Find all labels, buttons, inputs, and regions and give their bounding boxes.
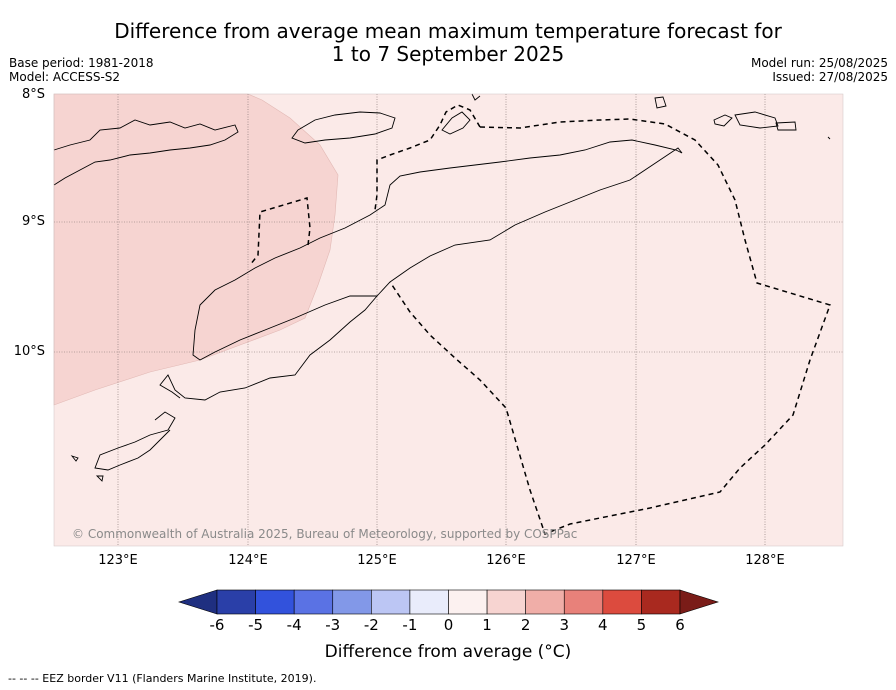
north-islet-5 xyxy=(775,121,797,131)
small-islet-n xyxy=(471,93,481,101)
colorbar-label: Difference from average (°C) xyxy=(324,642,572,662)
timor-coastline xyxy=(192,139,683,361)
colorbar-bin xyxy=(602,589,642,615)
colorbar-tick-label: 2 xyxy=(520,616,531,634)
colorbar-bin xyxy=(255,589,295,615)
colorbar-tick-label: 5 xyxy=(636,616,647,634)
rote-coastline xyxy=(94,411,176,471)
colorbar-over-triangle xyxy=(679,589,719,615)
colorbar-bin xyxy=(641,589,681,615)
alor-coastline xyxy=(53,119,239,186)
lat-label-9s: 9°S xyxy=(21,214,45,229)
savu-islet xyxy=(70,455,79,462)
north-islet-2 xyxy=(654,96,667,109)
base-period: Base period: 1981-2018 xyxy=(9,56,154,70)
warm-anomaly-region xyxy=(53,93,339,406)
title-line-2: 1 to 7 September 2025 xyxy=(331,42,565,66)
gridlines xyxy=(54,94,843,546)
colorbar-bin xyxy=(563,589,604,615)
coastlines xyxy=(53,93,831,482)
eez-border-main xyxy=(389,118,831,535)
colorbar-tick-label: 4 xyxy=(598,616,608,634)
colorbar-bin xyxy=(525,589,565,615)
colorbar-tick-label: -6 xyxy=(209,616,225,634)
savu-islet-2 xyxy=(95,475,104,482)
colorbar-bin xyxy=(332,589,372,615)
colorbar-bin xyxy=(409,589,449,615)
colorbar-bin xyxy=(371,589,411,615)
colorbar-tick-label: -4 xyxy=(286,616,302,634)
map-frame xyxy=(53,93,844,547)
colorbar xyxy=(178,589,719,615)
eez-borders xyxy=(249,104,831,535)
lon-label-124e: 124°E xyxy=(228,553,268,568)
north-islet-4 xyxy=(734,111,779,129)
colorbar-under-triangle xyxy=(178,589,218,615)
chart-title: Difference from average mean maximum tem… xyxy=(0,20,896,66)
lon-label-125e: 125°E xyxy=(357,553,397,568)
eez-footnote: -- -- -- EEZ border V11 (Flanders Marine… xyxy=(8,672,317,685)
eez-border-north xyxy=(374,104,481,211)
colorbar-bin xyxy=(293,589,334,615)
north-islet-1 xyxy=(441,111,471,135)
lat-label-8s: 8°S xyxy=(21,87,45,102)
lon-label-126e: 126°E xyxy=(486,553,526,568)
colorbar-tick-label: 0 xyxy=(443,616,454,634)
colorbar-bin xyxy=(216,589,256,615)
timor-south-coast xyxy=(159,295,378,401)
colorbar-tick-label: -3 xyxy=(325,616,341,634)
colorbar-tick-label: 6 xyxy=(675,616,685,634)
colorbar-tick-label: -5 xyxy=(248,616,264,634)
copyright-notice: © Commonwealth of Australia 2025, Bureau… xyxy=(72,527,577,541)
meta-right: Model run: 25/08/2025 Issued: 27/08/2025 xyxy=(751,56,888,84)
lat-label-10s: 10°S xyxy=(13,344,45,359)
small-islet-ne xyxy=(827,136,831,140)
colorbar-tick-label: 3 xyxy=(559,616,570,634)
lon-label-127e: 127°E xyxy=(616,553,656,568)
wetar-coastline xyxy=(291,111,396,144)
colorbar-tick-label: -2 xyxy=(363,616,379,634)
lon-label-123e: 123°E xyxy=(98,553,138,568)
lon-label-128e: 128°E xyxy=(745,553,785,568)
issued-date: Issued: 27/08/2025 xyxy=(772,70,888,84)
title-line-1: Difference from average mean maximum tem… xyxy=(114,19,782,43)
colorbar-bin xyxy=(448,589,488,615)
colorbar-bin xyxy=(486,589,526,615)
colorbar-tick-label: 1 xyxy=(482,616,492,634)
colorbar-tick-label: -1 xyxy=(402,616,418,634)
meta-left: Base period: 1981-2018 Model: ACCESS-S2 xyxy=(9,56,154,84)
north-islet-3 xyxy=(713,114,733,127)
model-run: Model run: 25/08/2025 xyxy=(750,56,888,70)
model-name: Model: ACCESS-S2 xyxy=(9,70,121,84)
